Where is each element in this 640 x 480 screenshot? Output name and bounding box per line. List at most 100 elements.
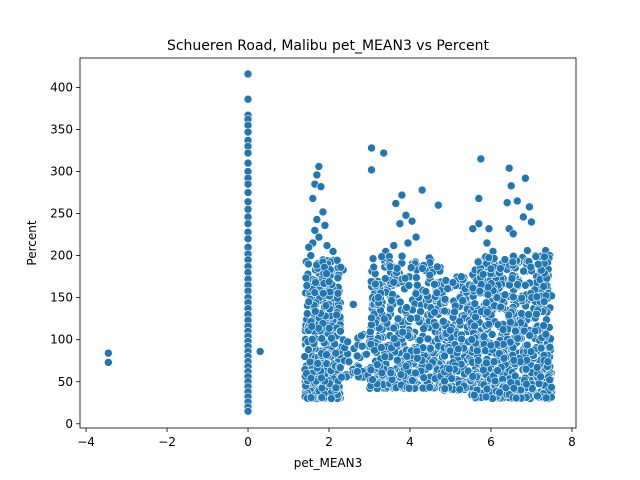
y-tick-label: 400: [50, 80, 73, 94]
data-point: [243, 205, 253, 214]
data-point: [431, 321, 440, 331]
data-point: [425, 344, 435, 353]
data-point: [333, 273, 343, 283]
data-point: [539, 297, 549, 306]
data-point: [327, 333, 336, 343]
data-point: [406, 263, 416, 272]
data-point: [541, 329, 551, 339]
data-point: [314, 232, 324, 242]
data-point: [479, 365, 488, 375]
data-point: [344, 357, 354, 367]
data-point: [366, 327, 375, 337]
data-point: [447, 374, 456, 383]
data-point: [539, 282, 548, 291]
data-point: [487, 330, 497, 339]
data-point: [396, 370, 406, 379]
data-point: [322, 241, 332, 250]
data-point: [507, 274, 517, 283]
data-point: [512, 196, 522, 206]
data-point: [545, 342, 555, 352]
data-point: [373, 293, 383, 302]
x-tick-label: 2: [325, 435, 333, 449]
data-point: [425, 270, 435, 280]
data-point: [366, 339, 376, 349]
data-point: [322, 350, 331, 360]
data-point: [243, 188, 253, 197]
data-point: [496, 302, 505, 312]
data-point: [402, 351, 412, 361]
data-point: [468, 283, 478, 293]
data-point: [413, 353, 422, 363]
data-point: [473, 257, 483, 267]
data-point: [522, 340, 532, 350]
data-point: [324, 277, 334, 287]
data-point: [521, 173, 530, 183]
data-point: [443, 284, 452, 293]
data-point: [482, 307, 492, 317]
data-point: [493, 366, 502, 375]
data-point: [519, 212, 528, 222]
data-point: [367, 143, 376, 153]
data-point: [509, 383, 519, 393]
data-point: [457, 272, 466, 282]
data-point: [336, 326, 345, 336]
y-tick-label: 350: [50, 122, 73, 136]
data-point: [243, 179, 253, 189]
data-point: [316, 182, 326, 191]
data-point: [356, 331, 366, 341]
data-point: [547, 382, 556, 392]
data-point: [486, 264, 496, 274]
data-point: [532, 309, 541, 319]
data-point: [481, 392, 491, 402]
data-point: [413, 280, 422, 290]
data-point: [446, 325, 455, 335]
data-point: [317, 373, 326, 383]
data-point: [311, 307, 320, 316]
data-point: [304, 259, 313, 269]
data-point: [357, 341, 367, 351]
data-point: [524, 310, 533, 319]
data-point: [336, 363, 345, 372]
data-point: [104, 358, 113, 367]
data-point: [525, 202, 534, 212]
data-point: [313, 359, 323, 368]
data-point: [508, 257, 518, 267]
data-point: [486, 340, 496, 350]
y-axis: 0 50 100 150 200 250 300 350 400: [50, 80, 80, 431]
data-point: [395, 219, 405, 228]
data-point: [496, 264, 505, 273]
data-point: [371, 279, 380, 289]
data-point: [368, 375, 377, 384]
data-point: [482, 384, 492, 394]
data-point: [455, 316, 465, 326]
data-point: [509, 292, 518, 302]
data-point: [368, 254, 378, 263]
data-point: [489, 357, 499, 366]
data-point: [423, 334, 433, 344]
data-point: [321, 301, 331, 310]
data-point: [373, 360, 382, 369]
data-point: [525, 331, 534, 340]
data-point: [412, 273, 421, 282]
data-point: [304, 242, 314, 252]
data-point: [470, 299, 480, 308]
x-axis: −4 −2 0 2 4 6 8: [77, 428, 576, 449]
data-point: [307, 335, 317, 344]
data-point: [377, 343, 386, 352]
data-point: [366, 365, 376, 375]
x-tick-label: 8: [568, 435, 576, 449]
data-point: [404, 383, 414, 393]
data-point: [424, 362, 434, 372]
data-point: [458, 296, 467, 305]
y-axis-label: Percent: [25, 220, 39, 265]
data-point: [353, 367, 362, 376]
data-point: [407, 216, 417, 226]
data-point: [367, 165, 376, 175]
data-point: [337, 372, 346, 382]
y-tick-label: 150: [50, 291, 73, 305]
data-point: [419, 373, 429, 383]
data-point: [484, 224, 494, 233]
data-point: [533, 259, 543, 269]
data-point: [470, 321, 479, 331]
